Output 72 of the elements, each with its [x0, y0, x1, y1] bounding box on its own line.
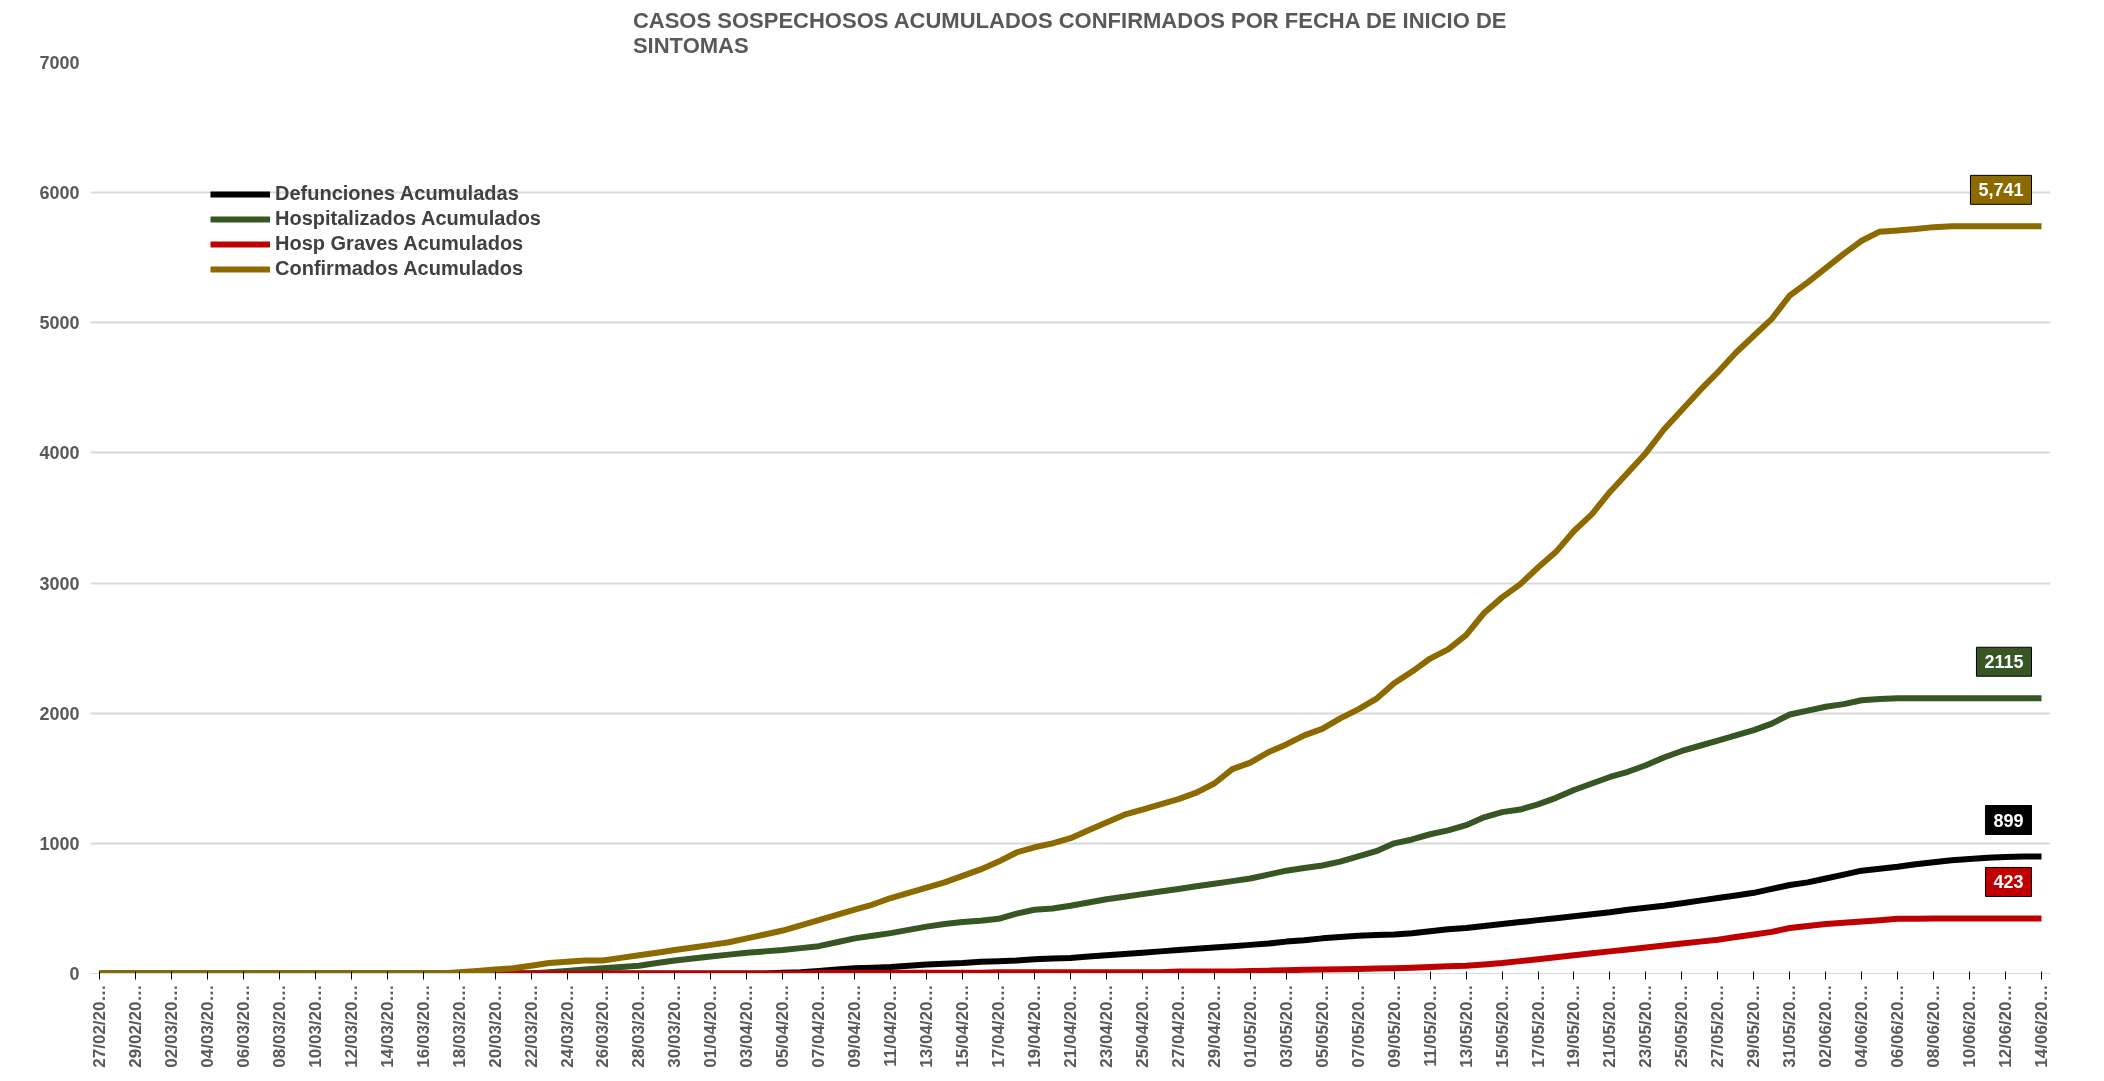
x-tick-label: 05/04/20… [773, 984, 793, 1068]
x-tick-label: 11/05/20… [1420, 984, 1440, 1067]
x-tick-label: 19/05/20… [1564, 984, 1584, 1068]
x-tick-label: 14/06/20… [2032, 984, 2052, 1068]
x-tick-label: 30/03/20… [665, 984, 685, 1068]
x-tick-label: 13/05/20… [1456, 984, 1476, 1068]
x-tick-label: 05/05/20… [1312, 984, 1332, 1068]
x-tick-label: 27/02/20… [89, 984, 109, 1068]
x-tick-label: 25/05/20… [1672, 984, 1692, 1068]
x-tick-label: 17/05/20… [1528, 984, 1548, 1068]
x-tick-label: 18/03/20… [449, 984, 469, 1068]
legend-label: Hospitalizados Acumulados [275, 207, 541, 230]
legend-label: Defunciones Acumuladas [275, 182, 519, 205]
chart-title: CASOS SOSPECHOSOS ACUMULADOS CONFIRMADOS POR FECHA DE INICIO DE SINTOMAS [632, 7, 1507, 58]
x-tick-label: 15/04/20… [953, 984, 973, 1068]
x-tick-label: 06/03/20… [233, 984, 253, 1068]
x-tick-label: 07/04/20… [809, 984, 829, 1068]
x-tick-label: 04/03/20… [197, 984, 217, 1068]
y-tick-label: 0 [69, 964, 80, 984]
x-tick-label: 15/05/20… [1492, 984, 1512, 1068]
data-label: 5,741 [1978, 180, 2024, 201]
x-tick-label: 12/06/20… [1996, 984, 2016, 1068]
x-tick-label: 27/04/20… [1168, 984, 1188, 1068]
x-tick-label: 10/06/20… [1960, 984, 1980, 1068]
x-tick-label: 01/04/20… [701, 984, 721, 1068]
x-tick-label: 28/03/20… [629, 984, 649, 1068]
x-tick-label: 26/03/20… [593, 984, 613, 1068]
x-tick-label: 03/05/20… [1276, 984, 1296, 1068]
x-tick-label: 29/04/20… [1204, 984, 1224, 1068]
x-tick-label: 08/03/20… [269, 984, 289, 1068]
x-tick-label: 23/04/20… [1096, 984, 1116, 1068]
x-tick-label: 13/04/20… [917, 984, 937, 1068]
x-tick-label: 04/06/20… [1852, 984, 1872, 1068]
x-tick-label: 02/03/20… [161, 984, 181, 1068]
legend-label: Confirmados Acumulados [275, 257, 524, 280]
x-tick-label: 19/04/20… [1025, 984, 1045, 1068]
x-tick-label: 01/05/20… [1240, 984, 1260, 1068]
x-tick-label: 29/05/20… [1744, 984, 1764, 1068]
x-tick-label: 29/02/20… [125, 984, 145, 1068]
x-tick-label: 11/04/20… [881, 984, 901, 1067]
x-tick-label: 16/03/20… [413, 984, 433, 1068]
x-tick-label: 02/06/20… [1816, 984, 1836, 1068]
data-label: 899 [1993, 810, 2024, 831]
legend-label: Hosp Graves Acumulados [275, 232, 524, 255]
y-tick-label: 1000 [39, 833, 80, 854]
data-label: 2115 [1984, 652, 2024, 673]
x-tick-label: 14/03/20… [377, 984, 397, 1068]
x-tick-label: 09/05/20… [1384, 984, 1404, 1068]
x-tick-label: 09/04/20… [845, 984, 865, 1068]
x-tick-label: 07/05/20… [1348, 984, 1368, 1068]
x-tick-label: 20/03/20… [485, 984, 505, 1068]
x-tick-label: 27/05/20… [1708, 984, 1728, 1068]
x-tick-label: 25/04/20… [1132, 984, 1152, 1068]
data-label: 423 [1993, 872, 2024, 893]
x-tick-label: 08/06/20… [1924, 984, 1944, 1068]
x-tick-label: 10/03/20… [305, 984, 325, 1068]
x-tick-label: 03/04/20… [737, 984, 757, 1068]
y-tick-label: 7000 [39, 53, 80, 73]
y-tick-label: 5000 [39, 313, 80, 334]
y-tick-label: 4000 [39, 443, 80, 464]
y-tick-label: 2000 [39, 703, 80, 724]
x-tick-label: 23/05/20… [1636, 984, 1656, 1068]
x-tick-label: 31/05/20… [1780, 984, 1800, 1068]
x-tick-label: 17/04/20… [989, 984, 1009, 1068]
x-tick-label: 21/04/20… [1061, 984, 1080, 1068]
x-tick-label: 24/03/20… [557, 984, 577, 1068]
x-tick-label: 22/03/20… [521, 984, 541, 1068]
x-tick-label: 06/06/20… [1888, 984, 1908, 1068]
y-tick-label: 3000 [39, 573, 80, 594]
y-tick-label: 6000 [39, 183, 80, 204]
x-tick-label: 12/03/20… [341, 984, 361, 1068]
x-tick-label: 21/05/20… [1600, 984, 1620, 1068]
